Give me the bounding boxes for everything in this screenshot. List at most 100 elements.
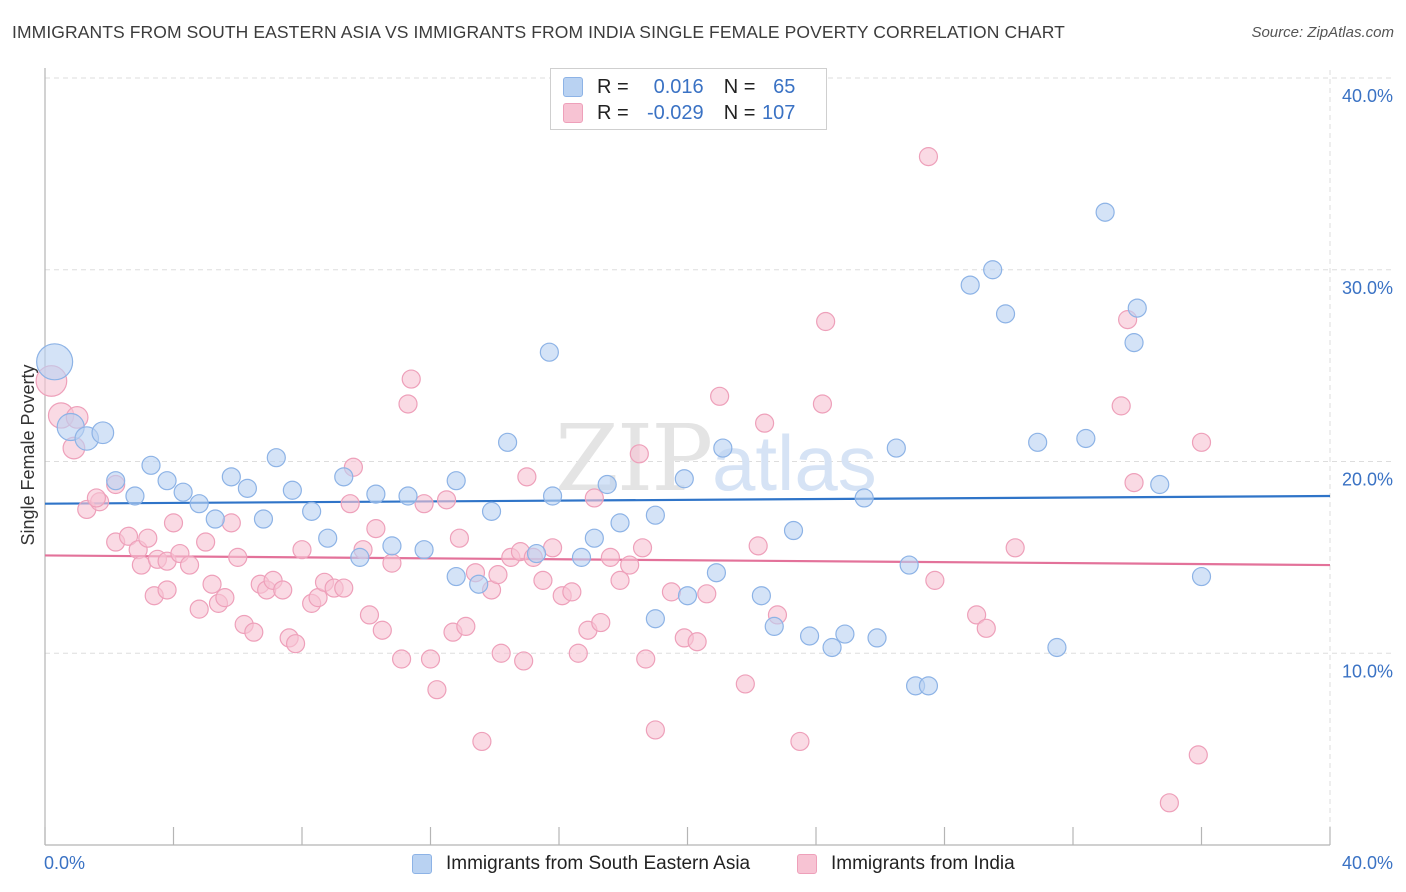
- sea-point: [571, 547, 592, 567]
- sea-point: [205, 509, 225, 529]
- sea-point: [886, 438, 906, 458]
- sea-point: [854, 488, 874, 508]
- sea-point: [266, 448, 286, 468]
- india-point: [517, 467, 537, 487]
- india-point: [562, 582, 582, 602]
- india-point: [138, 528, 158, 548]
- india-point: [491, 643, 511, 663]
- india-point: [372, 620, 392, 640]
- india-point: [131, 555, 151, 575]
- legend-row-sea: R = 0.016 N = 65: [563, 74, 795, 100]
- india-point: [645, 720, 665, 740]
- sea-point: [446, 566, 466, 587]
- bottom-legend-india: Immigrants from India: [797, 851, 1015, 877]
- sea-point: [189, 494, 209, 514]
- sea-point: [584, 528, 604, 548]
- india-point: [86, 488, 107, 508]
- sea-point: [713, 438, 733, 458]
- sea-point: [414, 540, 434, 560]
- india-point: [697, 584, 717, 604]
- sea-point: [677, 586, 698, 606]
- india-point: [157, 580, 177, 600]
- india-point: [918, 147, 939, 167]
- india-point: [1159, 793, 1179, 813]
- chart-source: Source: ZipAtlas.com: [1251, 24, 1394, 41]
- legend-n-value: 65: [773, 75, 796, 98]
- india-point: [790, 731, 810, 752]
- india-point: [202, 574, 222, 594]
- india-point: [244, 622, 264, 642]
- india-point: [163, 513, 184, 533]
- sea-point: [610, 513, 630, 533]
- india-point: [632, 538, 653, 558]
- india-point: [661, 582, 682, 602]
- sea-point: [125, 486, 145, 506]
- legend-r-label: R =: [597, 101, 629, 124]
- india-point: [228, 547, 248, 567]
- sea-point: [706, 563, 727, 583]
- sea-point: [334, 467, 354, 487]
- india-point: [420, 649, 441, 669]
- india-point: [427, 680, 447, 700]
- bottom-swatch-pink: [797, 854, 817, 874]
- india-point: [292, 540, 312, 560]
- india-point: [359, 605, 380, 625]
- india-point: [542, 538, 563, 558]
- india-point: [748, 536, 768, 556]
- sea-point: [1095, 202, 1115, 222]
- india-point: [568, 643, 588, 663]
- legend-r-value: -0.029: [646, 101, 704, 124]
- india-point: [710, 386, 730, 406]
- sea-point: [751, 586, 771, 606]
- sea-point: [995, 304, 1016, 324]
- india-point: [584, 488, 604, 508]
- sea-point: [539, 342, 559, 362]
- trend-line-sea: [44, 494, 1331, 505]
- india-point: [967, 605, 987, 625]
- india-point: [1191, 432, 1212, 452]
- sea-point: [960, 275, 980, 295]
- sea-point: [918, 676, 939, 696]
- india-point: [620, 555, 640, 575]
- india-point: [488, 565, 508, 585]
- sea-point: [674, 469, 694, 489]
- india-point: [925, 570, 945, 590]
- sea-point: [867, 628, 887, 648]
- bottom-legend-india-label: Immigrants from India: [831, 853, 1015, 874]
- india-point: [533, 570, 553, 590]
- y-tick-label: 20.0%: [1342, 470, 1393, 490]
- india-point: [472, 731, 492, 752]
- india-point: [366, 519, 386, 539]
- tick-labels: 10.0% 20.0% 30.0% 40.0% 0.0% 40.0%: [44, 86, 1393, 873]
- india-point: [629, 444, 649, 464]
- india-point: [334, 578, 354, 598]
- legend-swatch-pink: [563, 103, 583, 123]
- chart-title: IMMIGRANTS FROM SOUTH EASTERN ASIA VS IM…: [12, 22, 1065, 42]
- sea-point: [835, 624, 855, 644]
- sea-point: [302, 501, 322, 521]
- india-point: [273, 580, 293, 600]
- india-point: [189, 599, 209, 619]
- sea-point: [526, 543, 547, 564]
- india-point: [196, 532, 216, 552]
- sea-point: [1076, 428, 1096, 449]
- india-point: [754, 413, 775, 433]
- india-point: [414, 494, 434, 514]
- sea-points: [36, 202, 1212, 696]
- india-point: [398, 394, 418, 414]
- sea-point: [469, 574, 489, 594]
- sea-point: [237, 478, 257, 498]
- y-axis-label: Single Female Poverty: [18, 364, 38, 545]
- sea-point: [318, 528, 338, 548]
- india-points: [35, 147, 1212, 813]
- y-tick-label: 10.0%: [1342, 661, 1393, 681]
- axes: [44, 68, 1331, 846]
- y-tick-label: 30.0%: [1342, 278, 1393, 298]
- sea-point: [822, 637, 842, 658]
- legend-r-value: 0.016: [653, 75, 704, 98]
- x-tick-label-start: 0.0%: [44, 853, 85, 873]
- sea-point: [91, 421, 115, 445]
- sea-point: [36, 343, 74, 381]
- sea-point: [542, 486, 563, 506]
